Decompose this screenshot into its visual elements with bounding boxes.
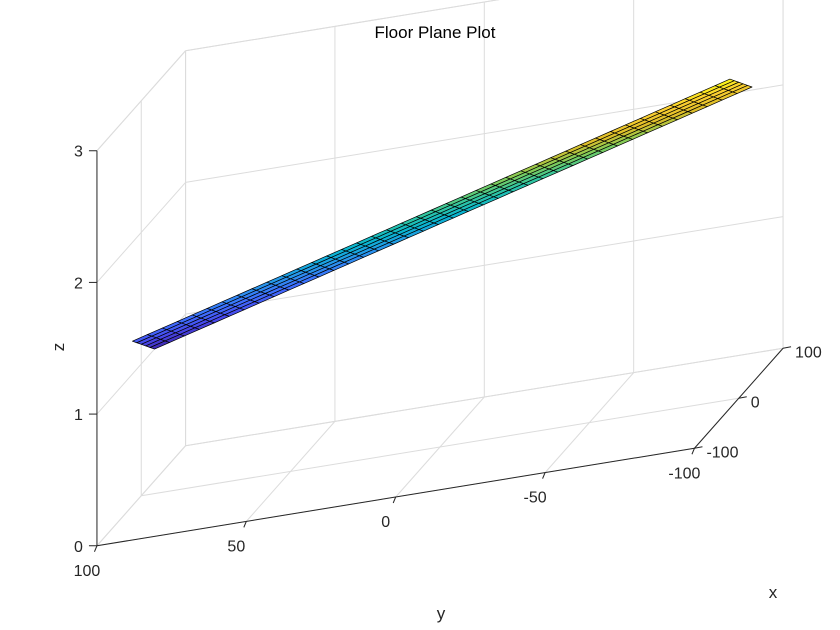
- grid-line: [96, 445, 186, 547]
- y-tick: [243, 521, 247, 528]
- y-tick-label: -50: [524, 490, 547, 507]
- grid-line: [141, 397, 739, 497]
- z-axis-label: z: [49, 343, 68, 352]
- grid-line: [185, 216, 784, 315]
- z-tick-label: 2: [74, 275, 83, 292]
- y-tick: [93, 545, 98, 552]
- grid-line: [185, 347, 784, 447]
- x-tick-label: 100: [795, 344, 822, 361]
- grid-line: [185, 0, 500, 52]
- tick-marks: [88, 150, 792, 552]
- x-tick-label: -100: [706, 444, 738, 461]
- z-tick-label: 0: [74, 539, 83, 556]
- z-tick-label: 3: [74, 144, 83, 161]
- chart-title: Floor Plane Plot: [375, 23, 496, 42]
- x-tick: [782, 346, 792, 349]
- x-tick: [738, 396, 747, 399]
- x-tick: [694, 446, 703, 449]
- y-tick-label: 100: [74, 563, 101, 580]
- y-axis-label: y: [437, 604, 446, 623]
- y-tick: [691, 448, 695, 455]
- z-tick-label: 1: [74, 407, 83, 424]
- y-tick: [542, 472, 546, 479]
- grid-line: [96, 50, 186, 152]
- x-axis-label: x: [769, 583, 778, 602]
- y-tick-label: 50: [227, 538, 245, 555]
- grid-line: [96, 182, 186, 283]
- grid-lines: [96, 0, 784, 547]
- floor-plane-surface: [132, 78, 753, 350]
- surface-patch: [149, 340, 170, 350]
- x-tick-label: 0: [751, 394, 760, 411]
- y-tick-label: 0: [381, 514, 390, 531]
- y-tick: [392, 496, 397, 504]
- y-tick-label: -100: [668, 465, 700, 482]
- tick-labels: 0 1 2 3 100 50 0 -50 -100 -100 0 100: [74, 144, 822, 580]
